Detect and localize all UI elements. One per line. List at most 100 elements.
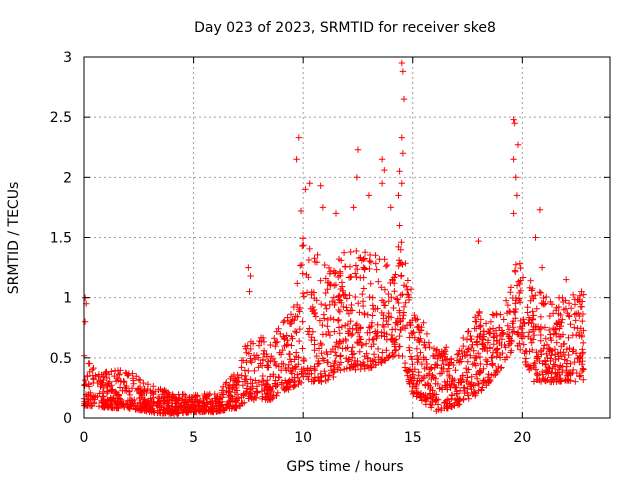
data-point-marker bbox=[514, 329, 522, 336]
data-point-marker bbox=[318, 341, 325, 349]
data-point-marker bbox=[246, 288, 253, 295]
data-point-marker bbox=[485, 370, 492, 378]
data-point-marker bbox=[360, 274, 367, 281]
data-point-marker bbox=[260, 347, 268, 354]
data-point-marker bbox=[458, 358, 465, 365]
data-point-marker bbox=[486, 345, 494, 352]
data-point-marker bbox=[212, 400, 220, 407]
data-point-marker bbox=[326, 332, 334, 339]
x-axis-label: GPS time / hours bbox=[286, 459, 403, 475]
data-point-marker bbox=[358, 342, 365, 349]
data-point-marker bbox=[467, 352, 474, 359]
data-point-marker bbox=[422, 344, 429, 351]
data-point-marker bbox=[378, 284, 385, 291]
data-point-marker bbox=[416, 329, 423, 336]
data-point-marker bbox=[284, 337, 291, 344]
data-point-marker bbox=[388, 335, 395, 343]
data-point-marker bbox=[103, 374, 110, 382]
data-point-marker bbox=[353, 326, 360, 334]
data-point-marker bbox=[522, 361, 530, 368]
x-tick-label: 0 bbox=[80, 430, 89, 446]
data-point-marker bbox=[404, 277, 412, 284]
data-point-marker bbox=[347, 318, 354, 325]
data-point-marker bbox=[147, 395, 154, 402]
data-point-marker bbox=[559, 368, 566, 376]
data-point-marker bbox=[512, 305, 519, 313]
data-point-marker bbox=[477, 360, 484, 368]
data-point-marker bbox=[147, 407, 155, 414]
data-point-marker bbox=[489, 311, 496, 318]
data-point-marker bbox=[391, 280, 398, 287]
data-point-marker bbox=[282, 377, 289, 384]
data-point-marker bbox=[116, 395, 123, 402]
data-point-marker bbox=[347, 248, 354, 256]
data-point-marker bbox=[455, 350, 462, 358]
data-point-marker bbox=[327, 314, 334, 322]
data-point-marker bbox=[464, 328, 472, 335]
data-point-marker bbox=[516, 260, 524, 267]
data-point-marker bbox=[560, 349, 567, 356]
data-point-marker bbox=[448, 403, 455, 411]
data-point-marker bbox=[202, 393, 209, 401]
data-point-marker bbox=[395, 262, 402, 270]
data-point-marker bbox=[510, 210, 517, 217]
data-point-marker bbox=[520, 341, 527, 348]
data-point-marker bbox=[471, 354, 478, 361]
data-point-marker bbox=[467, 383, 474, 390]
data-point-marker bbox=[510, 318, 517, 325]
data-point-marker bbox=[192, 407, 199, 414]
data-point-marker bbox=[343, 304, 350, 311]
data-point-marker bbox=[478, 387, 485, 394]
data-point-marker bbox=[403, 322, 411, 329]
data-point-marker bbox=[400, 303, 408, 311]
data-point-marker bbox=[546, 326, 553, 334]
data-point-marker bbox=[255, 364, 262, 371]
data-point-marker bbox=[304, 367, 311, 374]
data-points bbox=[80, 59, 587, 418]
data-point-marker bbox=[388, 294, 395, 301]
data-point-marker bbox=[493, 337, 501, 345]
data-point-marker bbox=[312, 313, 319, 320]
data-point-marker bbox=[488, 371, 495, 379]
data-point-marker bbox=[347, 365, 354, 372]
data-point-marker bbox=[537, 331, 544, 339]
data-point-marker bbox=[296, 308, 303, 315]
x-tick-label: 20 bbox=[513, 430, 531, 446]
data-point-marker bbox=[576, 373, 583, 380]
data-point-marker bbox=[526, 366, 533, 374]
data-point-marker bbox=[310, 289, 317, 296]
data-point-marker bbox=[528, 320, 535, 327]
data-point-marker bbox=[259, 395, 266, 403]
data-point-marker bbox=[273, 392, 280, 399]
y-tick-label: 2 bbox=[63, 170, 72, 186]
data-point-marker bbox=[283, 332, 290, 339]
data-point-marker bbox=[109, 404, 117, 411]
data-point-marker bbox=[400, 282, 408, 289]
data-point-marker bbox=[354, 266, 361, 273]
data-point-marker bbox=[563, 276, 570, 283]
data-point-marker bbox=[566, 345, 573, 352]
data-point-marker bbox=[555, 294, 563, 301]
data-point-marker bbox=[402, 260, 409, 267]
data-point-marker bbox=[375, 353, 382, 361]
data-point-marker bbox=[411, 312, 418, 319]
data-point-marker bbox=[411, 334, 418, 341]
data-point-marker bbox=[463, 336, 471, 343]
data-point-marker bbox=[113, 389, 120, 397]
data-point-marker bbox=[373, 334, 380, 342]
data-point-marker bbox=[571, 311, 578, 318]
data-point-marker bbox=[380, 315, 387, 322]
data-point-marker bbox=[510, 156, 517, 163]
data-point-marker bbox=[429, 387, 436, 394]
data-point-marker bbox=[104, 388, 111, 395]
data-point-marker bbox=[542, 300, 549, 307]
data-point-marker bbox=[558, 343, 565, 350]
data-point-marker bbox=[402, 299, 409, 306]
data-point-marker bbox=[186, 396, 194, 403]
data-point-marker bbox=[397, 292, 404, 299]
data-point-marker bbox=[290, 303, 297, 311]
data-point-marker bbox=[463, 365, 470, 372]
data-point-marker bbox=[321, 368, 328, 375]
data-point-marker bbox=[356, 309, 363, 316]
